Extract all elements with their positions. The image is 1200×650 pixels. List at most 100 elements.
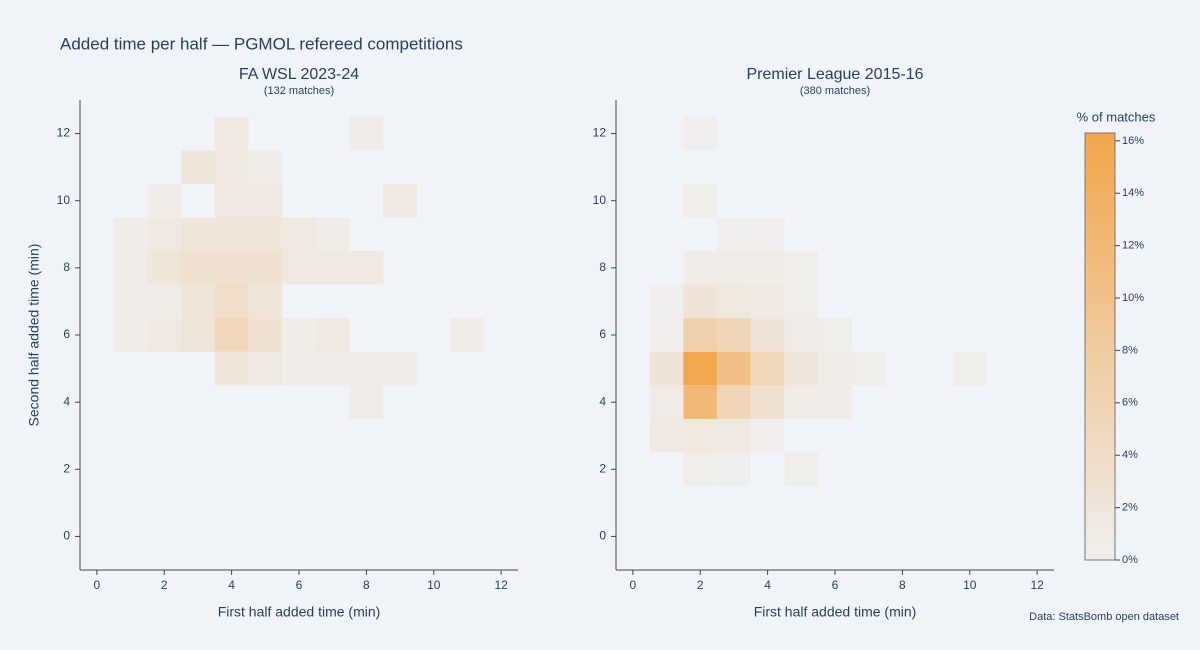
heatmap-cell xyxy=(750,385,785,419)
heatmap-cell xyxy=(349,385,384,419)
y-tick-label: 6 xyxy=(599,327,606,341)
heatmap-cell xyxy=(147,251,182,285)
heatmap-cell xyxy=(147,183,182,218)
heatmap-cell xyxy=(649,318,684,352)
y-tick-label: 12 xyxy=(57,126,71,140)
heatmap-cell xyxy=(784,251,819,285)
heatmap-cell xyxy=(717,284,751,319)
heatmap-cell xyxy=(750,351,785,386)
x-tick-label: 0 xyxy=(94,578,101,592)
heatmap-cell xyxy=(784,385,819,419)
heatmap-cell xyxy=(181,251,215,285)
y-tick-label: 0 xyxy=(599,529,606,543)
heatmap-cell xyxy=(214,284,249,319)
heatmap-cell xyxy=(282,251,316,285)
x-tick-label: 2 xyxy=(161,578,168,592)
heatmap-cell xyxy=(181,217,215,252)
heatmap-cell xyxy=(113,284,148,319)
heatmap-cell xyxy=(113,318,148,352)
heatmap-cell xyxy=(818,385,852,419)
heatmap-cell xyxy=(113,251,148,285)
heatmap-cell xyxy=(683,183,718,218)
y-tick-label: 10 xyxy=(57,193,71,207)
heatmap-cell xyxy=(750,284,785,319)
heatmap-cell xyxy=(214,183,249,218)
heatmap-cell xyxy=(282,351,316,386)
y-tick-label: 8 xyxy=(63,260,70,274)
heatmap-cell xyxy=(683,318,718,352)
y-tick-label: 4 xyxy=(63,394,70,408)
heatmap-cell xyxy=(214,318,249,352)
heatmap-cell xyxy=(282,318,316,352)
heatmap-cell xyxy=(450,318,485,352)
heatmap-cell xyxy=(683,385,718,419)
x-tick-label: 8 xyxy=(899,578,906,592)
heatmap-cell xyxy=(784,351,819,386)
heatmap-cell xyxy=(683,351,718,386)
x-tick-label: 2 xyxy=(697,578,704,592)
chart-title: FA WSL 2023-24 xyxy=(239,66,359,83)
heatmap-cell xyxy=(248,351,283,386)
colorbar xyxy=(1084,132,1116,561)
heatmap-cell xyxy=(750,318,785,352)
x-tick-label: 12 xyxy=(1030,578,1044,592)
heatmap-cell xyxy=(282,217,316,252)
x-tick-label: 6 xyxy=(832,578,839,592)
y-tick-label: 0 xyxy=(63,529,70,543)
figure-title: Added time per half — PGMOL refereed com… xyxy=(60,34,463,53)
heatmap-cell xyxy=(181,284,215,319)
heatmap-cell xyxy=(649,385,684,419)
heatmap-cell xyxy=(717,452,751,487)
chart-subtitle: (380 matches) xyxy=(800,85,870,97)
heatmap-cell xyxy=(248,284,283,319)
heatmap-cell xyxy=(750,251,785,285)
heatmap-cell xyxy=(214,217,249,252)
heatmap-cell xyxy=(784,318,819,352)
heatmap-cell xyxy=(147,217,182,252)
heatmap-cell xyxy=(113,217,148,252)
x-axis-label: First half added time (min) xyxy=(218,604,381,620)
heatmap-cell xyxy=(315,318,350,352)
x-tick-label: 4 xyxy=(228,578,235,592)
y-tick-label: 4 xyxy=(599,394,606,408)
colorbar-tick-label: 8% xyxy=(1122,344,1138,356)
heatmap-cell xyxy=(248,318,283,352)
heatmap-cell xyxy=(818,351,852,386)
x-tick-label: 0 xyxy=(630,578,637,592)
x-axis-label: First half added time (min) xyxy=(754,604,917,620)
y-tick-label: 8 xyxy=(599,260,606,274)
colorbar-title: % of matches xyxy=(1077,109,1156,124)
colorbar-tick-label: 6% xyxy=(1122,397,1138,409)
heatmap-cell xyxy=(717,318,751,352)
x-tick-label: 12 xyxy=(494,578,508,592)
heatmap-cell xyxy=(851,351,886,386)
heatmap-cell xyxy=(214,351,249,386)
colorbar-tick-label: 4% xyxy=(1122,449,1138,461)
heatmap-cell xyxy=(683,116,718,151)
heatmap-cell xyxy=(214,116,249,151)
heatmap-cell xyxy=(818,318,852,352)
source-note: Data: StatsBomb open dataset xyxy=(1029,611,1179,623)
heatmap-cell xyxy=(717,385,751,419)
heatmap-cell xyxy=(315,251,350,285)
colorbar-tick-label: 14% xyxy=(1122,187,1144,199)
heatmap-cell xyxy=(349,116,384,151)
heatmap-cell xyxy=(717,251,751,285)
heatmap-cell xyxy=(383,183,417,218)
y-axis-label: Second half added time (min) xyxy=(26,244,42,427)
x-tick-label: 10 xyxy=(963,578,977,592)
heatmap-cell xyxy=(683,284,718,319)
y-tick-label: 12 xyxy=(593,126,607,140)
y-tick-label: 2 xyxy=(63,461,70,475)
colorbar-tick-label: 16% xyxy=(1122,135,1144,147)
heatmap-cell xyxy=(683,418,718,453)
heatmap-cell xyxy=(349,251,384,285)
heatmap-cell xyxy=(717,217,751,252)
heatmap-cell xyxy=(683,452,718,487)
heatmap-cell xyxy=(952,351,987,386)
heatmap-cell xyxy=(248,183,283,218)
y-tick-label: 10 xyxy=(593,193,607,207)
heatmap-cell xyxy=(214,251,249,285)
heatmap-cell xyxy=(750,418,785,453)
